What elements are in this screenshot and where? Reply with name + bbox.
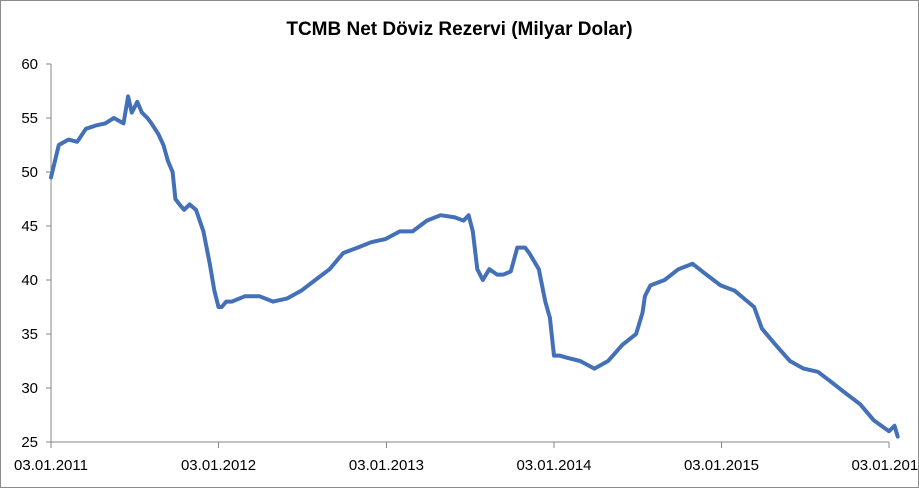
y-tick-labels: 25 30 35 40 45 50 55 60 [21, 56, 38, 451]
y-tick-label: 40 [21, 272, 38, 289]
x-tick-labels: 03.01.2011 03.01.2012 03.01.2013 03.01.2014… [14, 457, 918, 474]
y-tick-label: 25 [21, 434, 38, 451]
x-tick-label: 03.01.2015 [684, 457, 759, 474]
x-tick-label: 03.01.2013 [349, 457, 424, 474]
x-tick-label: 03.01.2011 [14, 457, 88, 474]
x-tick-label: 03.01.2012 [181, 457, 256, 474]
y-tick-label: 35 [21, 326, 38, 343]
x-tick-label: 03.01.2016 [851, 457, 918, 474]
y-tick-label: 55 [21, 110, 38, 127]
axes [46, 63, 890, 448]
y-tick-label: 60 [21, 56, 38, 73]
series-line [49, 94, 900, 439]
x-tick-label: 03.01.2014 [516, 457, 591, 474]
y-tick-label: 45 [21, 218, 38, 235]
series-group [49, 94, 900, 439]
chart-title: TCMB Net Döviz Rezervi (Milyar Dolar) [286, 19, 633, 40]
y-tick-label: 30 [21, 380, 38, 397]
y-tick-label: 50 [21, 164, 38, 181]
